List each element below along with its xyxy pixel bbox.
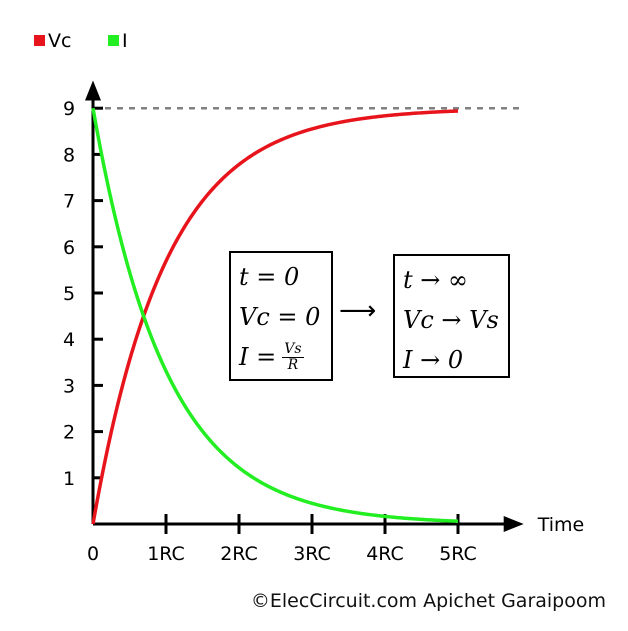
y-axis-arrowhead bbox=[85, 80, 101, 101]
y-tick-label: 4 bbox=[63, 329, 75, 351]
legend-label-vc: Vc bbox=[48, 30, 71, 52]
final-current-line: I → 0 bbox=[403, 346, 464, 374]
x-tick-label: 3RC bbox=[293, 543, 331, 565]
final-conditions-box: t → ∞ Vc → Vs I → 0 bbox=[393, 254, 510, 378]
series-line-vc bbox=[91, 109, 459, 525]
copyright-credit: ©ElecCircuit.com Apichet Garaipoom bbox=[250, 590, 606, 612]
x-axis-arrowhead bbox=[503, 516, 524, 532]
initial-voltage-line: Vc = 0 bbox=[239, 303, 321, 331]
x-tick-label: 4RC bbox=[366, 543, 404, 565]
final-voltage-line: Vc → Vs bbox=[403, 306, 499, 334]
series-line-i bbox=[91, 107, 459, 523]
y-tick-label: 5 bbox=[63, 283, 75, 305]
x-tick-label: 0 bbox=[87, 543, 99, 565]
y-tick-label: 1 bbox=[63, 468, 75, 490]
x-axis-title: Time bbox=[537, 514, 585, 536]
initial-time-line: t = 0 bbox=[239, 263, 300, 291]
initial-current-line: I = Vs R bbox=[239, 337, 323, 377]
series-layer bbox=[91, 107, 459, 525]
y-tick-label: 9 bbox=[63, 98, 75, 120]
fraction-numerator: Vs bbox=[282, 340, 304, 358]
y-tick-label: 8 bbox=[63, 144, 75, 166]
y-tick-label: 6 bbox=[63, 237, 75, 259]
x-tick-label: 1RC bbox=[147, 543, 185, 565]
transition-arrow: ⟶ bbox=[339, 296, 377, 326]
legend-label-i: I bbox=[122, 30, 128, 52]
final-time-line: t → ∞ bbox=[403, 266, 469, 294]
fraction-denominator: R bbox=[287, 356, 299, 373]
y-tick-label: 2 bbox=[63, 422, 75, 444]
x-tick-label: 2RC bbox=[220, 543, 258, 565]
legend-swatch-vc bbox=[34, 35, 45, 46]
vs-over-r-fraction: Vs R bbox=[282, 340, 304, 373]
y-tick-label: 3 bbox=[63, 375, 75, 397]
y-tick-label: 7 bbox=[63, 191, 75, 213]
initial-conditions-box: t = 0 Vc = 0 I = Vs R bbox=[229, 251, 333, 381]
x-tick-label: 5RC bbox=[439, 543, 477, 565]
legend-swatch-i bbox=[108, 35, 119, 46]
initial-current-lhs: I = bbox=[239, 343, 277, 371]
legend: Vc I bbox=[34, 30, 128, 52]
